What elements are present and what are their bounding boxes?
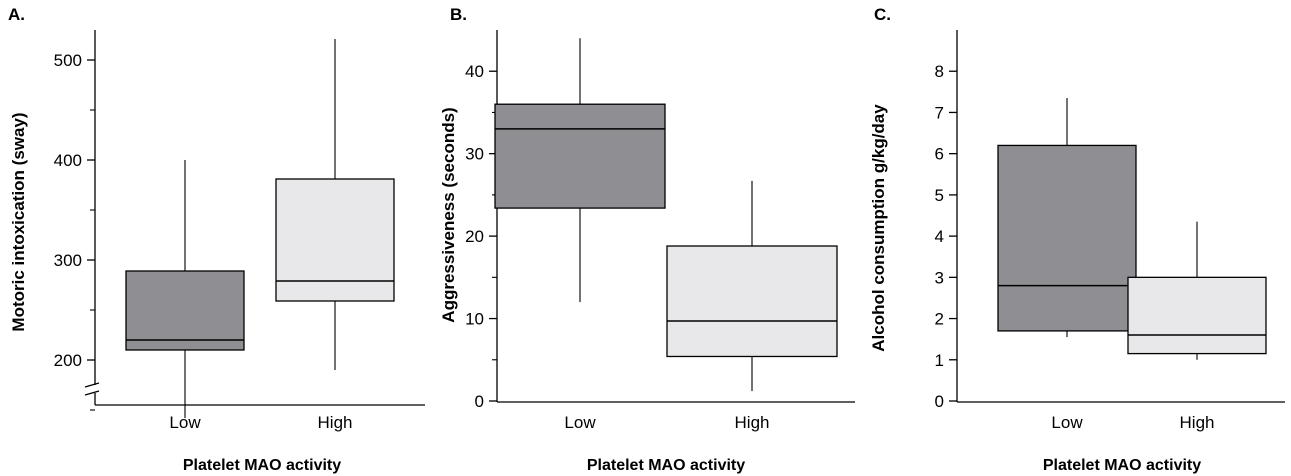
- y-tick-label: 500: [54, 51, 82, 70]
- y-tick-label: 10: [465, 310, 484, 329]
- x-category-label: Low: [169, 413, 201, 432]
- box-plot-motoric-intoxication: A. 200 300 400 500 Low High Motoric intoxicatio…: [8, 5, 425, 474]
- box-iqr: [1127, 276, 1267, 355]
- x-category-label: High: [1180, 413, 1215, 432]
- x-axis-label: Platelet MAO activity: [183, 457, 341, 474]
- y-tick-label: 30: [465, 145, 484, 164]
- x-category-label: High: [735, 413, 770, 432]
- panel-label: A.: [8, 5, 25, 24]
- y-tick-label: 300: [54, 251, 82, 270]
- x-category-label: Low: [1051, 413, 1083, 432]
- y-tick-label: 1: [935, 351, 944, 370]
- box-plot-aggressiveness: B. 0 10 20 30 40 Low High Aggressiveness (second…: [439, 5, 855, 474]
- x-category-label: High: [318, 413, 353, 432]
- panel-a: A. 200 300 400 500 Low High Motoric intoxicatio…: [0, 0, 430, 476]
- y-axis-label: Motoric intoxication (sway): [9, 112, 28, 331]
- x-axis-label: Platelet MAO activity: [587, 457, 745, 474]
- y-axis-label: Alcohol consumption g/kg/day: [869, 104, 888, 352]
- panel-label: C.: [874, 5, 891, 24]
- panel-c: C. 0 1 2 3 4 5 6 7 8 Low High Alcohol consumption g/…: [860, 0, 1291, 476]
- box-iqr: [666, 245, 838, 358]
- axis-break-mark: [84, 390, 100, 396]
- y-axis-label: Aggressiveness (seconds): [439, 107, 458, 322]
- box-high: [275, 39, 395, 370]
- box-iqr: [125, 270, 245, 351]
- y-tick-label: 2: [935, 310, 944, 329]
- y-tick-label: 8: [935, 62, 944, 81]
- y-tick-label: 200: [54, 351, 82, 370]
- y-tick-label: 5: [935, 186, 944, 205]
- box-high: [1127, 221, 1267, 360]
- y-tick-label: 40: [465, 62, 484, 81]
- box-high: [666, 180, 838, 392]
- box-iqr: [494, 103, 666, 209]
- y-tick-label: 3: [935, 268, 944, 287]
- y-tick-label: 400: [54, 151, 82, 170]
- axis-break-mark: [84, 382, 100, 388]
- y-tick-label: 0: [475, 392, 484, 411]
- x-axis-label: Platelet MAO activity: [1043, 457, 1201, 474]
- x-category-label: Low: [564, 413, 596, 432]
- box-iqr: [997, 144, 1137, 332]
- box-low: [494, 38, 666, 303]
- box-low: [997, 98, 1137, 338]
- panel-b: B. 0 10 20 30 40 Low High Aggressiveness (second…: [430, 0, 860, 476]
- y-tick-label: 20: [465, 227, 484, 246]
- y-tick-label: 4: [935, 227, 944, 246]
- box-iqr: [275, 178, 395, 302]
- y-tick-label: 7: [935, 103, 944, 122]
- box-plot-alcohol-consumption: C. 0 1 2 3 4 5 6 7 8 Low High Alcohol consumption g/…: [869, 5, 1285, 474]
- y-tick-label: 0: [935, 392, 944, 411]
- panel-label: B.: [450, 5, 467, 24]
- y-tick-label: 6: [935, 145, 944, 164]
- box-low: [125, 160, 245, 418]
